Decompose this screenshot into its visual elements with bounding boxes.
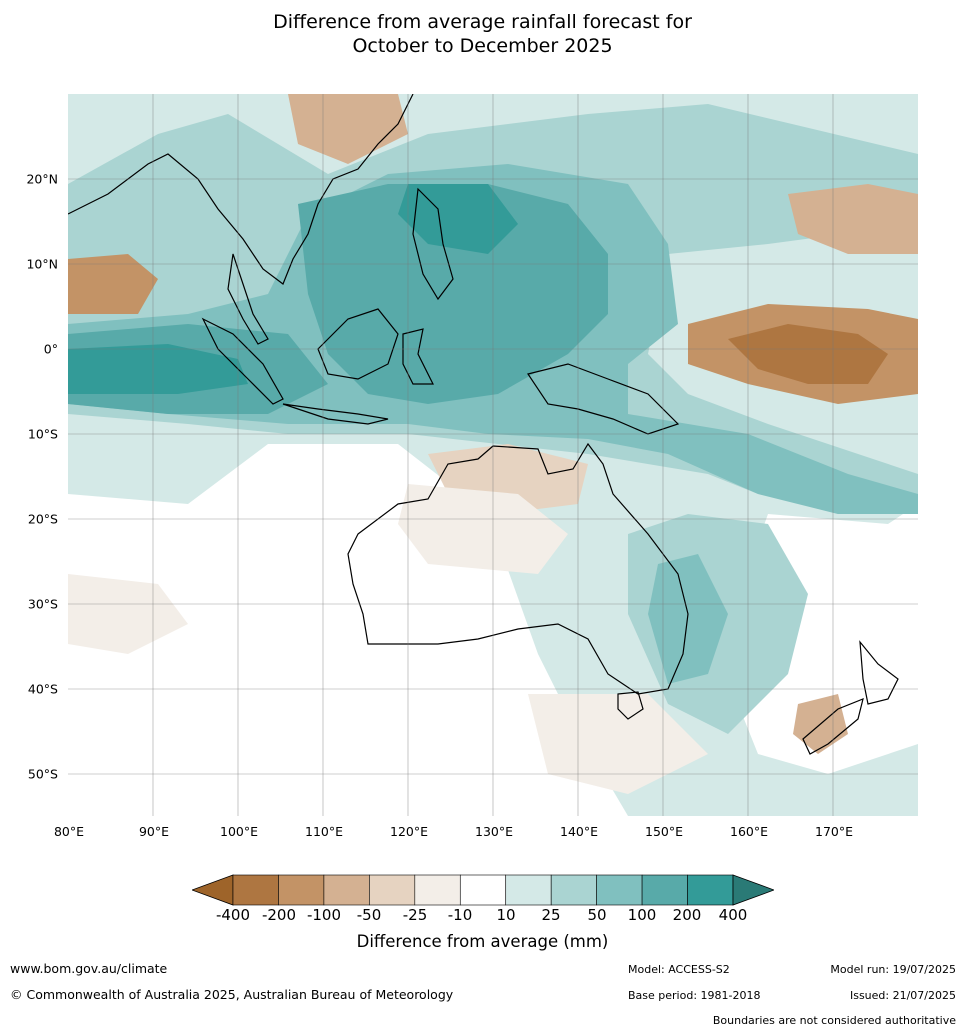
legend-swatch [232, 874, 279, 906]
legend-tick: -10 [447, 906, 473, 924]
map-title-line-1: Difference from average rainfall forecas… [273, 11, 692, 33]
lat-label-20n: 20°N [26, 171, 58, 187]
map-gridlines [68, 94, 918, 816]
asia-mainland-coastline [68, 94, 414, 285]
lon-label-150e: 150°E [644, 824, 684, 839]
anomaly-region-dry-inland-australia [398, 484, 568, 574]
lat-label-0: 0° [43, 341, 58, 357]
anomaly-region-dry-north-pacific [788, 184, 918, 254]
lon-label-160e: 160°E [729, 824, 769, 839]
legend-swatch [505, 874, 552, 906]
legend-tick: 200 [672, 906, 702, 924]
anomaly-region-maritime-very-strong [398, 184, 518, 254]
legend-swatch [459, 874, 507, 906]
footer-model: Model: ACCESS-S2 [628, 963, 730, 976]
lon-label-120e: 120°E [389, 824, 429, 839]
rainfall-anomaly-map [68, 94, 918, 816]
legend-swatch [687, 874, 734, 906]
tasmania-coastline [617, 691, 644, 720]
lat-label-40s: 40°S [27, 681, 58, 697]
legend-swatch [550, 874, 597, 906]
footer-model-run: Model run: 19/07/2025 [830, 963, 956, 976]
lon-label-170e: 170°E [814, 824, 854, 839]
legend-swatch-extend-low [192, 874, 234, 906]
java-coastline [282, 403, 389, 425]
lon-label-80e: 80°E [53, 824, 85, 839]
footer-issued: Issued: 21/07/2025 [849, 989, 956, 1002]
lat-label-50s: 50°S [27, 766, 58, 782]
lat-label-10s: 10°S [27, 426, 58, 442]
map-title-line-2: October to December 2025 [352, 35, 613, 57]
legend-swatch [596, 874, 643, 906]
lon-label-110e: 110°E [304, 824, 344, 839]
lon-label-140e: 140°E [559, 824, 599, 839]
lat-label-30s: 30°S [27, 596, 58, 612]
australia-coastline [347, 442, 689, 695]
legend-tick: 10 [496, 906, 516, 924]
footer-disclaimer: Boundaries are not considered authoritat… [712, 1014, 956, 1027]
legend-colorbar [192, 874, 774, 906]
anomaly-region-dry-east-china [288, 94, 408, 164]
lat-label-20s: 20°S [27, 511, 58, 527]
legend-tick: -50 [356, 906, 382, 924]
lat-label-10n: 10°N [26, 256, 58, 272]
new-zealand-south-island [802, 698, 864, 755]
anomaly-region-indian-ocean-very-strong [68, 344, 248, 394]
legend-tick: 400 [718, 906, 748, 924]
legend-tick: 25 [541, 906, 561, 924]
lon-label-90e: 90°E [138, 824, 170, 839]
anomaly-region-dry-indian-ocean [68, 254, 158, 314]
legend-swatch [414, 874, 461, 906]
legend-title: Difference from average (mm) [356, 932, 609, 951]
legend-tick: -25 [402, 906, 428, 924]
footer-copyright: © Commonwealth of Australia 2025, Austra… [10, 987, 454, 1002]
legend-swatch [641, 874, 688, 906]
philippines-coastline [412, 187, 454, 301]
malay-peninsula-coastline [227, 253, 269, 345]
legend-swatch-extend-high [732, 874, 774, 906]
new-zealand-north-island [859, 640, 899, 705]
map-frame [68, 94, 918, 816]
anomaly-region-dry-southern-ocean [68, 574, 188, 654]
legend-swatch [278, 874, 325, 906]
footer-base-period: Base period: 1981-2018 [628, 989, 761, 1002]
legend-tick: -100 [306, 906, 342, 924]
anomaly-region-east-australia-strong [648, 554, 728, 684]
legend-swatch [323, 874, 370, 906]
lon-label-130e: 130°E [474, 824, 514, 839]
anomaly-region-dry-equatorial-pacific-strong [728, 324, 888, 384]
lon-label-100e: 100°E [219, 824, 259, 839]
legend-swatch [369, 874, 416, 906]
sulawesi-coastline [402, 328, 434, 385]
legend-tick: -400 [215, 906, 251, 924]
legend-tick: 50 [587, 906, 607, 924]
footer-website-link[interactable]: www.bom.gov.au/climate [10, 961, 168, 976]
legend-tick: 100 [627, 906, 657, 924]
map-title: Difference from average rainfall forecas… [0, 10, 965, 58]
legend-tick: -200 [261, 906, 297, 924]
